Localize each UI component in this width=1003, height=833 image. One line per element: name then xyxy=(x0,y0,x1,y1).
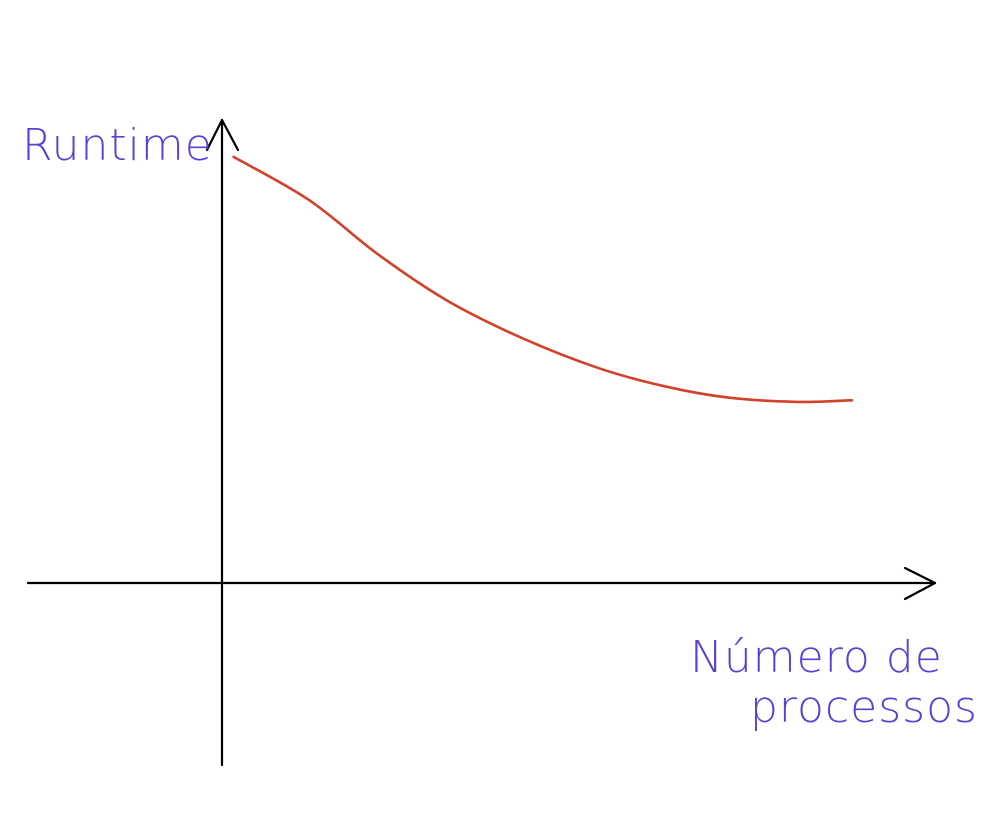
x-axis-label-line-2: processos xyxy=(750,682,978,733)
x-axis-arrowhead xyxy=(903,566,937,601)
x-axis-label-line-1: Número de xyxy=(690,632,943,683)
y-axis-label: Runtime xyxy=(22,120,213,171)
runtime-curve xyxy=(232,155,854,404)
y-axis-arrowhead xyxy=(205,118,240,152)
